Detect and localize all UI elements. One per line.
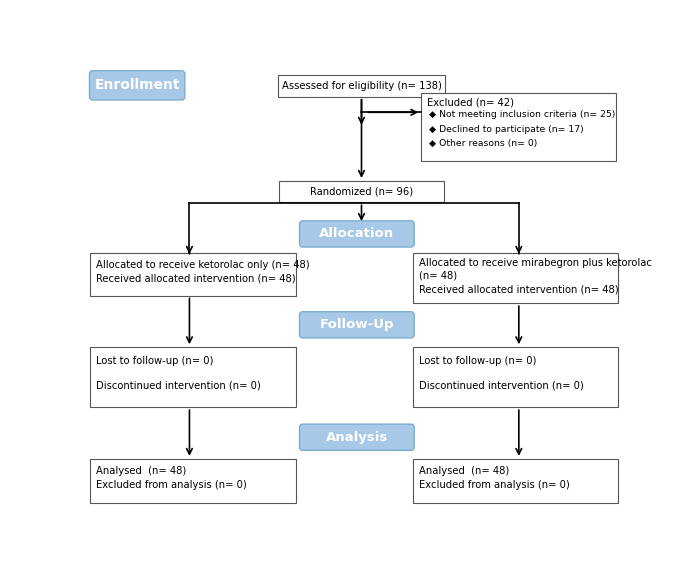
Text: Lost to follow-up (n= 0): Lost to follow-up (n= 0): [419, 356, 536, 366]
Text: Assessed for eligibility (n= 138): Assessed for eligibility (n= 138): [281, 81, 442, 91]
FancyBboxPatch shape: [413, 347, 618, 407]
FancyBboxPatch shape: [91, 459, 296, 503]
Text: Analysed  (n= 48): Analysed (n= 48): [419, 466, 509, 476]
FancyBboxPatch shape: [299, 312, 414, 338]
Text: Analysis: Analysis: [325, 431, 388, 443]
Text: ◆ Not meeting inclusion criteria (n= 25): ◆ Not meeting inclusion criteria (n= 25): [429, 110, 615, 119]
Text: Excluded (n= 42): Excluded (n= 42): [426, 97, 513, 107]
Text: Lost to follow-up (n= 0): Lost to follow-up (n= 0): [95, 356, 213, 366]
Text: Discontinued intervention (n= 0): Discontinued intervention (n= 0): [95, 381, 261, 390]
Text: Received allocated intervention (n= 48): Received allocated intervention (n= 48): [95, 274, 295, 284]
Text: Follow-Up: Follow-Up: [320, 318, 394, 331]
Text: ◆ Other reasons (n= 0): ◆ Other reasons (n= 0): [429, 139, 537, 148]
Text: ◆ Declined to participate (n= 17): ◆ Declined to participate (n= 17): [429, 125, 584, 134]
FancyBboxPatch shape: [91, 253, 296, 296]
Text: Excluded from analysis (n= 0): Excluded from analysis (n= 0): [419, 480, 569, 490]
FancyBboxPatch shape: [278, 181, 444, 202]
Text: Allocated to receive ketorolac only (n= 48): Allocated to receive ketorolac only (n= …: [95, 260, 310, 270]
Text: Enrollment: Enrollment: [95, 78, 180, 92]
Text: Received allocated intervention (n= 48): Received allocated intervention (n= 48): [419, 284, 618, 294]
FancyBboxPatch shape: [413, 459, 618, 503]
FancyBboxPatch shape: [91, 347, 296, 407]
FancyBboxPatch shape: [299, 424, 414, 450]
Text: Allocation: Allocation: [319, 227, 395, 241]
Text: Discontinued intervention (n= 0): Discontinued intervention (n= 0): [419, 381, 584, 390]
FancyBboxPatch shape: [413, 253, 618, 303]
Text: Excluded from analysis (n= 0): Excluded from analysis (n= 0): [95, 480, 247, 490]
Text: Randomized (n= 96): Randomized (n= 96): [310, 186, 413, 197]
Text: Allocated to receive mirabegron plus ketorolac: Allocated to receive mirabegron plus ket…: [419, 258, 652, 268]
FancyBboxPatch shape: [89, 71, 184, 100]
Text: Analysed  (n= 48): Analysed (n= 48): [95, 466, 186, 476]
FancyBboxPatch shape: [422, 93, 616, 161]
FancyBboxPatch shape: [278, 75, 445, 97]
Text: (n= 48): (n= 48): [419, 271, 457, 280]
FancyBboxPatch shape: [299, 221, 414, 247]
